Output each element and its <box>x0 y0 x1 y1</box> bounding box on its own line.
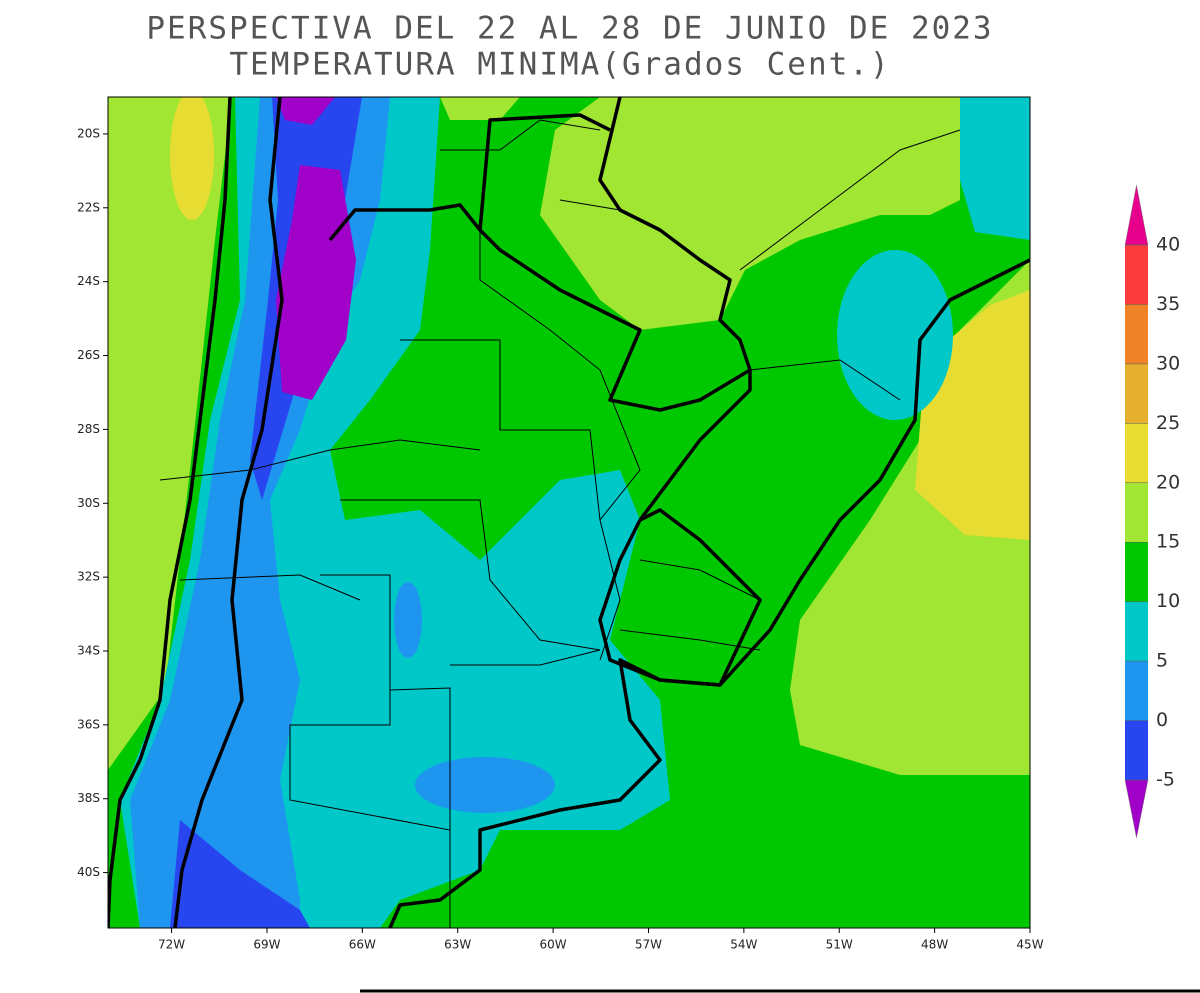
colorbar-band <box>1125 720 1148 780</box>
border <box>340 499 601 651</box>
y-tick-label: 26S <box>77 348 100 362</box>
y-tick-label: 38S <box>77 791 100 805</box>
field <box>170 820 310 928</box>
colorbar-label: 15 <box>1156 531 1180 553</box>
border <box>638 370 752 522</box>
colorbar-band <box>1125 423 1148 483</box>
colorbar-label: 30 <box>1156 352 1180 374</box>
y-tick-label: 34S <box>77 644 100 658</box>
y-tick-label: 24S <box>77 274 100 288</box>
map-frame <box>107 96 1031 929</box>
border <box>739 129 961 271</box>
field <box>415 757 555 813</box>
y-tick-label: 36S <box>77 717 100 731</box>
colorbar-label: 10 <box>1156 590 1180 612</box>
colorbar-label: 40 <box>1156 234 1180 256</box>
x-tick-label: 66W <box>349 938 376 952</box>
border <box>450 649 601 666</box>
x-tick-label: 63W <box>444 938 471 952</box>
y-tick-label: 40S <box>77 865 100 879</box>
colorbar-label: 35 <box>1156 293 1180 315</box>
border <box>598 508 762 687</box>
colorbar-label: -5 <box>1156 769 1175 791</box>
field <box>276 97 335 125</box>
field <box>540 97 960 330</box>
field <box>276 165 356 400</box>
map-field <box>108 97 1030 928</box>
x-tick-label: 45W <box>1016 938 1043 952</box>
title-line: PERSPECTIVA DEL 22 AL 28 DE JUNIO DE 202… <box>146 11 993 47</box>
x-tick-label: 72W <box>158 938 185 952</box>
field <box>440 97 520 120</box>
field <box>837 250 953 420</box>
x-tick-label: 57W <box>635 938 662 952</box>
x-tick-label: 54W <box>730 938 757 952</box>
coastline <box>388 258 1030 928</box>
border <box>619 629 761 651</box>
border <box>440 119 601 151</box>
border <box>159 439 481 481</box>
colorbar-band <box>1125 363 1148 424</box>
colorbar-band <box>1125 304 1148 364</box>
colorbar-band <box>1125 245 1148 305</box>
field <box>960 97 1030 240</box>
x-tick-label: 69W <box>253 938 280 952</box>
border <box>479 230 641 661</box>
border <box>389 687 451 830</box>
x-tick-label: 60W <box>540 938 567 952</box>
border <box>749 359 901 401</box>
border <box>179 574 361 601</box>
colorbar-label: 20 <box>1156 471 1180 493</box>
colorbar-label: 25 <box>1156 412 1180 434</box>
colorbar-label: 5 <box>1156 650 1168 672</box>
y-tick-label: 32S <box>77 570 100 584</box>
colorbar-end <box>1124 184 1149 246</box>
border <box>639 559 761 601</box>
x-tick-label: 51W <box>826 938 853 952</box>
y-tick-label: 22S <box>77 200 100 214</box>
field <box>108 97 232 770</box>
field <box>394 582 422 658</box>
border <box>173 97 284 928</box>
x-tick-label: 48W <box>921 938 948 952</box>
title-line: TEMPERATURA MINIMA(Grados Cent.) <box>229 47 890 83</box>
field <box>170 97 214 220</box>
y-tick-label: 28S <box>77 422 100 436</box>
colorbar-label: 0 <box>1156 709 1168 731</box>
border <box>328 97 752 412</box>
colorbar-end <box>1124 779 1149 839</box>
y-tick-label: 30S <box>77 496 100 510</box>
colorbar-band <box>1125 482 1148 543</box>
coastline <box>108 97 232 928</box>
border <box>478 113 611 231</box>
y-tick-label: 20S <box>77 126 100 140</box>
colorbar-band <box>1125 601 1148 662</box>
colorbar-band <box>1125 542 1148 602</box>
colorbar-band <box>1125 661 1148 721</box>
border <box>400 339 601 521</box>
